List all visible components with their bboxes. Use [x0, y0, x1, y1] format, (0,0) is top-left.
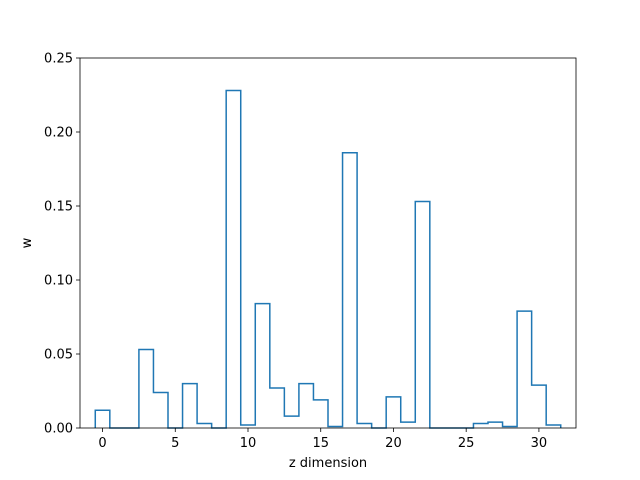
y-tick-label: 0.25 — [44, 52, 73, 67]
bar-bin-3 — [139, 350, 154, 428]
x-tick-label: 25 — [458, 436, 475, 451]
y-tick-label: 0.05 — [44, 348, 73, 363]
bar-bin-4 — [153, 392, 168, 428]
y-tick-label: 0.10 — [44, 274, 73, 289]
bar-bin-30 — [532, 385, 547, 428]
bar-bin-0 — [95, 410, 110, 428]
bar-bin-17 — [343, 153, 358, 428]
y-axis-label: w — [20, 237, 35, 248]
bar-bin-13 — [284, 416, 299, 428]
bar-bin-10 — [241, 425, 256, 428]
bar-bin-20 — [386, 397, 401, 428]
y-tick-label: 0.20 — [44, 126, 73, 141]
bar-bin-6 — [183, 384, 198, 428]
y-tick-label: 0.00 — [44, 422, 73, 437]
plot-frame — [79, 57, 577, 429]
x-tick-label: 15 — [312, 436, 329, 451]
bar-bin-11 — [255, 304, 270, 428]
bar-bin-26 — [473, 424, 488, 428]
x-axis-ticks: 0 5 10 15 20 25 30 — [98, 428, 547, 451]
plot-area — [80, 58, 576, 428]
bar-bin-31 — [546, 425, 561, 428]
bar-bin-18 — [357, 424, 372, 428]
bar-bin-9 — [226, 91, 241, 428]
y-tick-label: 0.15 — [44, 200, 73, 215]
x-tick-label: 30 — [531, 436, 548, 451]
bar-bin-7 — [197, 424, 212, 428]
x-tick-label: 5 — [171, 436, 179, 451]
bar-bin-12 — [270, 388, 285, 428]
x-tick-label: 10 — [240, 436, 257, 451]
bar-bin-27 — [488, 422, 503, 428]
bar-bin-21 — [401, 422, 416, 428]
x-tick-label: 0 — [98, 436, 106, 451]
bar-bin-15 — [313, 400, 328, 428]
x-tick-label: 20 — [385, 436, 402, 451]
bar-bin-14 — [299, 384, 314, 428]
bar-bin-29 — [517, 311, 532, 428]
bar-bin-22 — [415, 202, 430, 428]
y-axis-ticks: 0.00 0.05 0.10 0.15 0.20 0.25 — [44, 52, 80, 437]
x-axis-label: z dimension — [289, 456, 367, 471]
